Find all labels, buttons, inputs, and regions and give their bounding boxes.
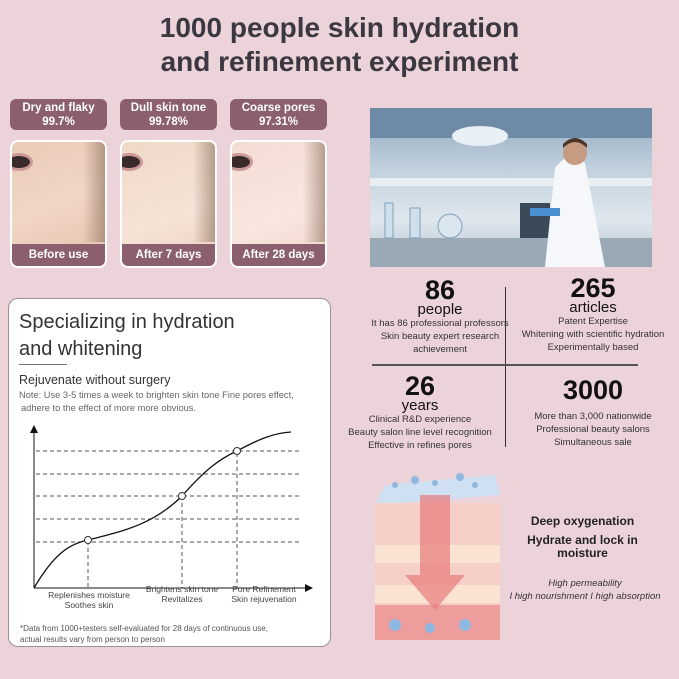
- stat-desc: Whitening with scientific hydration: [521, 329, 665, 340]
- card-title-line-2: and whitening: [19, 338, 143, 360]
- grid-divider-horizontal: [372, 364, 638, 366]
- hair-detail: [83, 142, 105, 242]
- percent-label: 99.7%: [42, 116, 75, 128]
- stat-desc: Experimentally based: [547, 342, 639, 353]
- hydrate-heading-line: moisture: [557, 546, 608, 560]
- stat-desc: Simultaneous sale: [554, 437, 632, 448]
- benefit-tagline: High permeability I high nourishment I hi…: [495, 577, 675, 603]
- result-tag-dry: Dry and flaky 99.7%: [10, 99, 107, 130]
- stage-label-line: Skin rejuvenation: [231, 594, 297, 604]
- stage-label-1: Replenishes moisture Soothes skin: [39, 590, 139, 610]
- headline-line-2: and refinement experiment: [160, 46, 519, 77]
- stat-salons: 3000 More than 3,000 nationwide Professi…: [508, 377, 678, 449]
- issue-label: Dull skin tone: [130, 102, 207, 114]
- stat-desc: It has 86 professional professors: [371, 318, 509, 329]
- percent-label: 99.78%: [148, 116, 188, 128]
- photo-caption: Before use: [12, 244, 105, 266]
- stat-patents: 265 articles Patent Expertise Whitening …: [508, 275, 678, 354]
- stat-desc: achievement: [413, 344, 467, 355]
- stage-point: [178, 492, 186, 500]
- stat-desc: Skin beauty expert research: [380, 331, 500, 342]
- stat-unit: articles: [569, 299, 617, 316]
- down-arrow-icon: [405, 495, 465, 610]
- grid-divider-vertical: [505, 287, 506, 447]
- photo-caption: After 7 days: [122, 244, 215, 266]
- footnote: *Data from 1000+testers self-evaluated f…: [20, 623, 268, 645]
- skin-photo-28-days: After 28 days: [230, 140, 327, 268]
- lab-scene-illustration: [370, 108, 652, 267]
- effect-curve: [33, 431, 292, 589]
- stage-label-line: Pore Refinement: [232, 584, 296, 594]
- card-subtitle: Rejuvenate without surgery: [19, 373, 171, 387]
- stat-desc: Clinical R&D experience: [368, 414, 472, 425]
- stat-unit: years: [401, 397, 439, 414]
- stage-label-line: Revitalizes: [161, 594, 203, 604]
- title-underline: [19, 364, 67, 365]
- stage-label-line: Replenishes moisture: [48, 590, 130, 600]
- skin-layers-illustration: [375, 473, 500, 640]
- stat-desc: Effective in refines pores: [368, 440, 472, 451]
- hair-detail: [303, 142, 325, 242]
- result-tag-dull: Dull skin tone 99.78%: [120, 99, 217, 130]
- skin-photo-before: Before use: [10, 140, 107, 268]
- stage-label-line: Brightens skin tone: [145, 584, 219, 594]
- stat-number: 3000: [562, 375, 624, 405]
- issue-label: Dry and flaky: [22, 102, 95, 114]
- skin-photo-7-days: After 7 days: [120, 140, 217, 268]
- y-axis-arrow: [30, 425, 38, 433]
- stage-label-3: Pore Refinement Skin rejuvenation: [219, 584, 309, 604]
- footnote-line: *Data from 1000+testers self-evaluated f…: [20, 624, 268, 633]
- stat-professors: 86 people It has 86 professional profess…: [365, 277, 515, 356]
- stage-label-2: Brightens skin tone Revitalizes: [132, 584, 232, 604]
- laboratory-photo: [370, 108, 652, 267]
- stat-number: 265: [570, 273, 616, 303]
- card-title-line-1: Specializing in hydration: [19, 311, 235, 333]
- surface-layer: [375, 475, 500, 505]
- eye-detail: [12, 156, 30, 168]
- tagline-line: I high nourishment I high absorption: [509, 591, 661, 602]
- headline-line-1: 1000 people skin hydration: [159, 12, 520, 43]
- card-note-line-1: Note: Use 3-5 times a week to brighten s…: [19, 390, 294, 400]
- stat-unit: people: [417, 301, 463, 318]
- issue-label: Coarse pores: [241, 102, 316, 114]
- stat-years: 26 years Clinical R&D experience Beauty …: [345, 373, 495, 452]
- oxygen-heading: Deep oxygenation: [530, 514, 635, 528]
- stat-desc: Beauty salon line level recognition: [348, 427, 492, 438]
- stage-label-line: Soothes skin: [64, 600, 114, 610]
- hydrate-heading: Hydrate and lock in moisture: [500, 534, 665, 560]
- x-axis-arrow: [305, 584, 313, 592]
- stat-number: 26: [404, 371, 436, 401]
- effect-curve-diagram: [30, 425, 313, 592]
- tagline-line: High permeability: [548, 578, 622, 589]
- stat-desc: Professional beauty salons: [536, 424, 650, 435]
- stage-point: [233, 447, 241, 455]
- photo-caption: After 28 days: [232, 244, 325, 266]
- hydrate-heading-line: Hydrate and lock in: [527, 533, 638, 547]
- hair-detail: [193, 142, 215, 242]
- result-tag-pores: Coarse pores 97.31%: [230, 99, 327, 130]
- card-note-line-2: adhere to the effect of more more obviou…: [21, 403, 197, 413]
- percent-label: 97.31%: [258, 116, 298, 128]
- stat-desc: Patent Expertise: [558, 316, 628, 327]
- stat-desc: More than 3,000 nationwide: [534, 411, 652, 422]
- eye-detail: [232, 156, 250, 168]
- footnote-line: actual results vary from person to perso…: [20, 635, 165, 644]
- eye-detail: [122, 156, 140, 168]
- hydration-whitening-card: Specializing in hydration and whitening …: [8, 298, 331, 647]
- stat-number: 86: [424, 275, 456, 305]
- stage-point: [84, 536, 92, 544]
